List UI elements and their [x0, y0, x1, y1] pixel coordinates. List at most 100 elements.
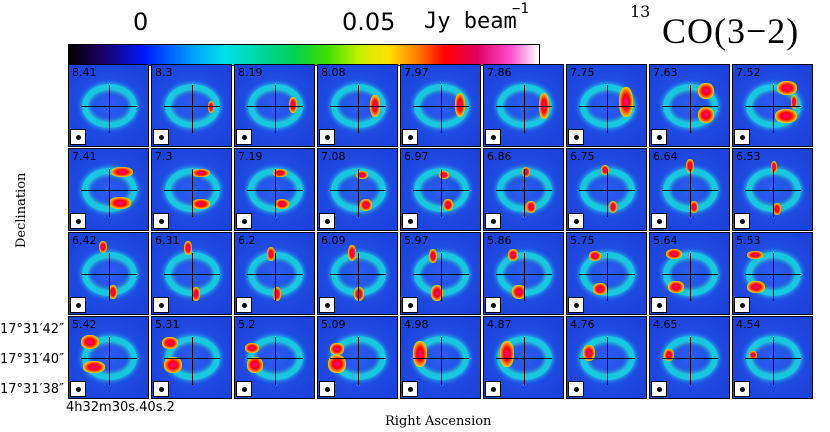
- velocity-label: 6.86: [487, 150, 512, 163]
- velocity-label: 5.09: [321, 318, 346, 331]
- emission-peak: [431, 285, 443, 301]
- channel-panel: 7.97: [400, 64, 481, 147]
- emission-peak: [601, 165, 609, 175]
- beam-icon: [568, 129, 584, 145]
- beam-icon: [734, 213, 750, 229]
- crosshair-vertical: [192, 85, 193, 133]
- crosshair-vertical: [109, 85, 110, 133]
- velocity-label: 7.3: [155, 150, 173, 163]
- channel-panel: 6.53: [732, 148, 813, 231]
- ra-tick-label: 4h32m30s.40s.2: [66, 400, 175, 415]
- crosshair-vertical: [275, 337, 276, 385]
- emission-peak: [666, 249, 682, 259]
- channel-panel: 5.31: [151, 316, 232, 399]
- emission-peak: [81, 335, 99, 349]
- channel-panel: 4.76: [566, 316, 647, 399]
- velocity-label: 5.31: [155, 318, 180, 331]
- crosshair-vertical: [773, 253, 774, 301]
- crosshair-vertical: [773, 337, 774, 385]
- channel-panel: 5.75: [566, 232, 647, 315]
- velocity-label: 7.41: [72, 150, 97, 163]
- beam-icon: [236, 213, 252, 229]
- emission-peak: [354, 287, 364, 301]
- y-axis-label: Declination: [14, 172, 29, 248]
- beam-icon: [651, 297, 667, 313]
- beam-icon: [319, 381, 335, 397]
- velocity-label: 6.97: [404, 150, 429, 163]
- colorbar-unit-exponent: −1: [512, 1, 529, 17]
- crosshair-vertical: [524, 253, 525, 301]
- beam-icon: [70, 129, 86, 145]
- beam-icon: [153, 213, 169, 229]
- crosshair-vertical: [524, 169, 525, 217]
- channel-panel: 7.41: [68, 148, 149, 231]
- emission-peak: [773, 203, 781, 215]
- emission-peak: [184, 241, 192, 255]
- channel-panel: 8.3: [151, 64, 232, 147]
- emission-peak: [668, 281, 684, 293]
- velocity-label: 7.97: [404, 66, 429, 79]
- line-name-title: CO(3−2): [662, 11, 800, 51]
- emission-peak: [749, 351, 757, 359]
- crosshair-vertical: [524, 85, 525, 133]
- emission-peak: [500, 341, 514, 367]
- crosshair-vertical: [109, 337, 110, 385]
- velocity-label: 7.52: [736, 66, 761, 79]
- crosshair-vertical: [192, 253, 193, 301]
- beam-icon: [319, 129, 335, 145]
- crosshair-vertical: [773, 169, 774, 217]
- crosshair-vertical: [192, 337, 193, 385]
- emission-peak: [589, 251, 601, 261]
- beam-icon: [485, 297, 501, 313]
- emission-peak: [508, 249, 518, 261]
- crosshair-vertical: [358, 253, 359, 301]
- velocity-label: 6.42: [72, 234, 97, 247]
- velocity-label: 8.19: [238, 66, 263, 79]
- beam-icon: [319, 297, 335, 313]
- beam-icon: [70, 381, 86, 397]
- velocity-label: 8.08: [321, 66, 346, 79]
- beam-icon: [734, 297, 750, 313]
- emission-peak: [109, 285, 117, 299]
- crosshair-vertical: [773, 85, 774, 133]
- channel-panel: 6.2: [234, 232, 315, 315]
- channel-panel: 4.87: [483, 316, 564, 399]
- emission-peak: [247, 357, 263, 373]
- crosshair-vertical: [358, 85, 359, 133]
- beam-icon: [568, 213, 584, 229]
- velocity-label: 7.08: [321, 150, 346, 163]
- channel-panel: 7.86: [483, 64, 564, 147]
- channel-panel: 5.97: [400, 232, 481, 315]
- crosshair-vertical: [690, 169, 691, 217]
- emission-peak: [777, 81, 797, 95]
- channel-panel: 4.98: [400, 316, 481, 399]
- velocity-label: 7.19: [238, 150, 263, 163]
- emission-peak: [245, 343, 259, 353]
- beam-icon: [734, 129, 750, 145]
- crosshair-vertical: [607, 169, 608, 217]
- emission-peak: [208, 101, 214, 113]
- beam-icon: [485, 213, 501, 229]
- beam-icon: [319, 213, 335, 229]
- beam-icon: [485, 381, 501, 397]
- beam-icon: [402, 213, 418, 229]
- channel-panel: 4.54: [732, 316, 813, 399]
- velocity-label: 7.63: [653, 66, 678, 79]
- crosshair-vertical: [358, 169, 359, 217]
- velocity-label: 8.3: [155, 66, 173, 79]
- emission-peak: [164, 357, 182, 373]
- emission-peak: [289, 97, 297, 113]
- channel-panel: 6.42: [68, 232, 149, 315]
- channel-panel: 6.31: [151, 232, 232, 315]
- beam-icon: [236, 129, 252, 145]
- channel-panel: 6.64: [649, 148, 730, 231]
- crosshair-vertical: [607, 337, 608, 385]
- channel-panel: 7.75: [566, 64, 647, 147]
- velocity-label: 5.64: [653, 234, 678, 247]
- beam-icon: [402, 297, 418, 313]
- beam-icon: [402, 129, 418, 145]
- beam-icon: [402, 381, 418, 397]
- velocity-label: 6.64: [653, 150, 678, 163]
- beam-icon: [153, 297, 169, 313]
- emission-peak: [664, 349, 674, 361]
